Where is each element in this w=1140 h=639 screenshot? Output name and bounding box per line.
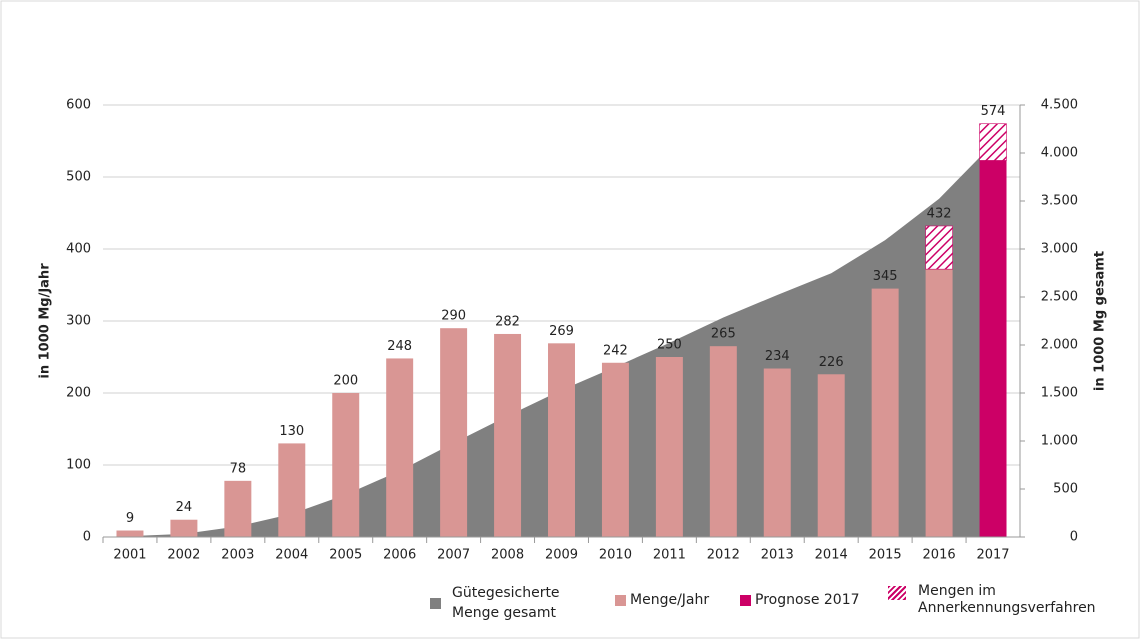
y2-tick-label: 1.500 bbox=[1041, 386, 1078, 401]
bar bbox=[655, 357, 683, 537]
bar-hatched bbox=[925, 225, 953, 270]
data-label: 432 bbox=[927, 206, 952, 221]
bar bbox=[116, 530, 144, 537]
y-axis-title: in 1000 Mg/Jahr bbox=[38, 263, 53, 379]
bar bbox=[871, 288, 899, 537]
y-tick-label: 400 bbox=[66, 242, 91, 257]
x-tick-label: 2015 bbox=[869, 548, 902, 563]
y-tick-label: 100 bbox=[66, 458, 91, 473]
data-label: 200 bbox=[333, 374, 358, 389]
x-tick-label: 2016 bbox=[923, 548, 956, 563]
y-tick-label: 200 bbox=[66, 386, 91, 401]
bar bbox=[494, 333, 522, 537]
bar bbox=[278, 443, 306, 537]
bar bbox=[925, 269, 953, 537]
bar bbox=[817, 374, 845, 537]
y-tick-label: 0 bbox=[83, 530, 91, 545]
x-tick-label: 2010 bbox=[599, 548, 632, 563]
data-label: 269 bbox=[549, 324, 574, 339]
x-tick-label: 2004 bbox=[275, 548, 308, 563]
data-label: 248 bbox=[387, 339, 412, 354]
legend-label: Prognose 2017 bbox=[755, 592, 860, 608]
data-label: 574 bbox=[981, 104, 1006, 119]
x-tick-label: 2011 bbox=[653, 548, 686, 563]
bar bbox=[440, 328, 468, 537]
legend-swatch bbox=[888, 586, 906, 600]
data-label: 234 bbox=[765, 349, 790, 364]
y2-tick-label: 2.000 bbox=[1041, 338, 1078, 353]
y2-tick-label: 2.500 bbox=[1041, 290, 1078, 305]
x-tick-label: 2006 bbox=[383, 548, 416, 563]
data-label: 345 bbox=[873, 269, 898, 284]
bar bbox=[601, 362, 629, 537]
x-tick-label: 2005 bbox=[329, 548, 362, 563]
data-label: 9 bbox=[126, 511, 134, 526]
y2-tick-label: 1.000 bbox=[1041, 434, 1078, 449]
y2-tick-label: 0 bbox=[1070, 530, 1078, 545]
x-tick-label: 2007 bbox=[437, 548, 470, 563]
legend-swatch bbox=[430, 598, 441, 609]
bar bbox=[224, 480, 252, 537]
x-tick-label: 2003 bbox=[221, 548, 254, 563]
data-label: 290 bbox=[441, 309, 466, 324]
y-tick-label: 500 bbox=[66, 170, 91, 185]
data-label: 78 bbox=[230, 461, 247, 476]
legend-swatch bbox=[740, 595, 751, 606]
data-label: 130 bbox=[279, 424, 304, 439]
bar bbox=[979, 160, 1007, 537]
data-label: 226 bbox=[819, 355, 844, 370]
bar bbox=[709, 346, 737, 537]
bar bbox=[548, 343, 575, 537]
y2-axis-title: in 1000 Mg gesamt bbox=[1093, 251, 1108, 391]
legend-label: Menge/Jahr bbox=[630, 592, 710, 608]
x-tick-label: 2013 bbox=[761, 548, 794, 563]
y-tick-label: 300 bbox=[66, 314, 91, 329]
x-tick-label: 2012 bbox=[707, 548, 740, 563]
x-tick-label: 2008 bbox=[491, 548, 524, 563]
y2-tick-label: 3.500 bbox=[1041, 194, 1078, 209]
x-tick-label: 2009 bbox=[545, 548, 578, 563]
data-label: 282 bbox=[495, 314, 520, 329]
bar bbox=[332, 393, 360, 537]
x-tick-label: 2017 bbox=[976, 548, 1009, 563]
x-tick-label: 2002 bbox=[167, 548, 200, 563]
bar bbox=[170, 519, 198, 537]
bar bbox=[386, 358, 414, 537]
legend-label: Mengen im Annerkennungsverfahren bbox=[918, 583, 1096, 616]
data-label: 250 bbox=[657, 338, 682, 353]
data-label: 24 bbox=[176, 500, 193, 515]
y2-tick-label: 500 bbox=[1053, 482, 1078, 497]
y-tick-label: 600 bbox=[66, 98, 91, 113]
data-label: 242 bbox=[603, 343, 628, 358]
data-label: 265 bbox=[711, 327, 736, 342]
y2-tick-label: 4.000 bbox=[1041, 146, 1078, 161]
y2-tick-label: 3.000 bbox=[1041, 242, 1078, 257]
bar bbox=[763, 368, 791, 537]
legend-swatch bbox=[615, 595, 626, 606]
y2-tick-label: 4.500 bbox=[1041, 98, 1078, 113]
legend-label: Gütegesicherte Menge gesamt bbox=[452, 585, 560, 621]
bar-hatched bbox=[979, 123, 1007, 161]
x-tick-label: 2014 bbox=[815, 548, 848, 563]
x-tick-label: 2001 bbox=[113, 548, 146, 563]
